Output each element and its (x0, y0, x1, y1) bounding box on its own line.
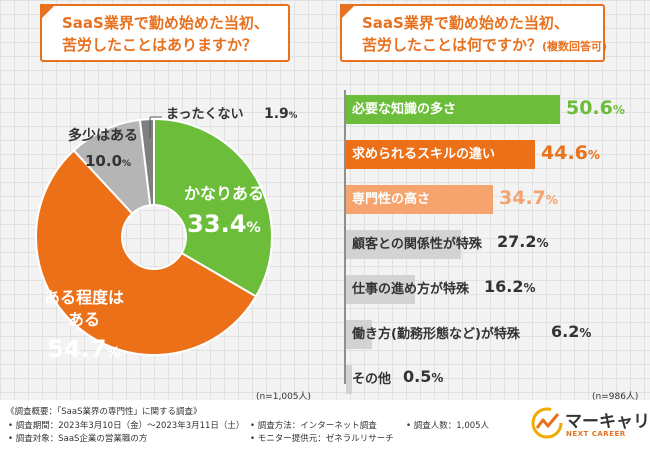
slice-value-kanari-aru: 33.4% (187, 210, 261, 238)
slice-mattaku-nai (138, 117, 155, 207)
bar-value-1: 44.6% (541, 142, 600, 164)
survey-summary-label: 《調査概要：「SaaS業界の専門性」に関する調査》 (6, 407, 202, 417)
footer: 《調査概要：「SaaS業界の専門性」に関する調査》 • 調査期間：2023年3月… (0, 400, 650, 450)
slice-kanari-aru (153, 117, 273, 298)
left-sample-size: (n=1,005人) (256, 392, 312, 402)
bar-0 (346, 95, 560, 124)
right-question-text: 苦労したことは何ですか？ (362, 36, 543, 54)
slice-aru-teido-wa-aru (35, 149, 258, 356)
slice-label-aru-teido-line1: ある程度は (44, 288, 124, 307)
bar-value-4: 16.2% (484, 277, 536, 296)
survey-method: • 調査方法：インターネット調査 (250, 421, 377, 431)
right-question-line2: 苦労したことは何ですか？(複数回答可) (362, 34, 607, 58)
bar-value-6: 0.5% (403, 367, 444, 386)
left-question-box: SaaS業界で勤め始めた当初、 苦労したことはありますか？ (40, 4, 290, 62)
bar-5 (346, 320, 372, 349)
bar-value-0: 50.6% (566, 97, 625, 119)
corner-accent (40, 4, 56, 20)
right-question-box: SaaS業界で勤め始めた当初、 苦労したことは何ですか？(複数回答可) (340, 4, 607, 62)
right-question-line1: SaaS業界で勤め始めた当初、 (362, 14, 569, 32)
logo-name: マーキャリ (565, 412, 650, 432)
right-sample-size: (n=986人) (592, 392, 639, 402)
bar-value-3: 27.2% (497, 232, 549, 251)
logo-subtitle: NEXT CAREER (566, 430, 626, 438)
corner-accent (340, 4, 356, 20)
bar-label-3: 顧客との関係性が特殊 (352, 237, 482, 252)
bar-1 (346, 140, 535, 169)
bar-label-5: 働き方(勤務形態など)が特殊 (352, 327, 520, 342)
slice-label-tashou: 多少はある (68, 127, 138, 144)
logo-icon (531, 407, 563, 439)
left-question-line1: SaaS業界で勤め始めた当初、 (62, 14, 269, 32)
bar-value-5: 6.2% (551, 322, 592, 341)
survey-provider: • モニター提供元：ゼネラルリサーチ (250, 434, 394, 444)
survey-target: • 調査対象：SaaS企業の営業職の方 (8, 434, 148, 444)
bar-label-1: 求められるスキルの違い (352, 147, 496, 162)
slice-label-aru-teido-line2: ある (68, 310, 100, 329)
slice-value-tashou: 10.0% (85, 152, 131, 170)
bar-label-2: 専門性の高さ (352, 192, 431, 207)
bar-label-0: 必要な知識の多さ (352, 102, 457, 117)
bar-2 (346, 185, 493, 214)
slice-label-kanari-aru: かなりある (184, 184, 264, 203)
slice-value-mattaku: 1.9% (264, 106, 298, 122)
bar-6 (346, 365, 352, 394)
bar-3 (346, 230, 461, 259)
survey-period: • 調査期間：2023年3月10日（金）〜2023年3月11日（土） (8, 421, 245, 431)
survey-count: • 調査人数：1,005人 (406, 421, 490, 431)
right-question-note: (複数回答可) (542, 40, 608, 53)
bar-4 (346, 275, 415, 304)
bar-label-6: その他 (352, 372, 392, 387)
bar-axis-line (344, 90, 346, 384)
bar-label-4: 仕事の進め方が特殊 (352, 282, 470, 297)
left-question-line2: 苦労したことはありますか？ (62, 36, 258, 54)
bar-value-2: 34.7% (499, 187, 558, 209)
slice-value-aru-teido: 54.7% (47, 335, 121, 363)
slice-label-mattaku: まったくない (166, 107, 243, 122)
